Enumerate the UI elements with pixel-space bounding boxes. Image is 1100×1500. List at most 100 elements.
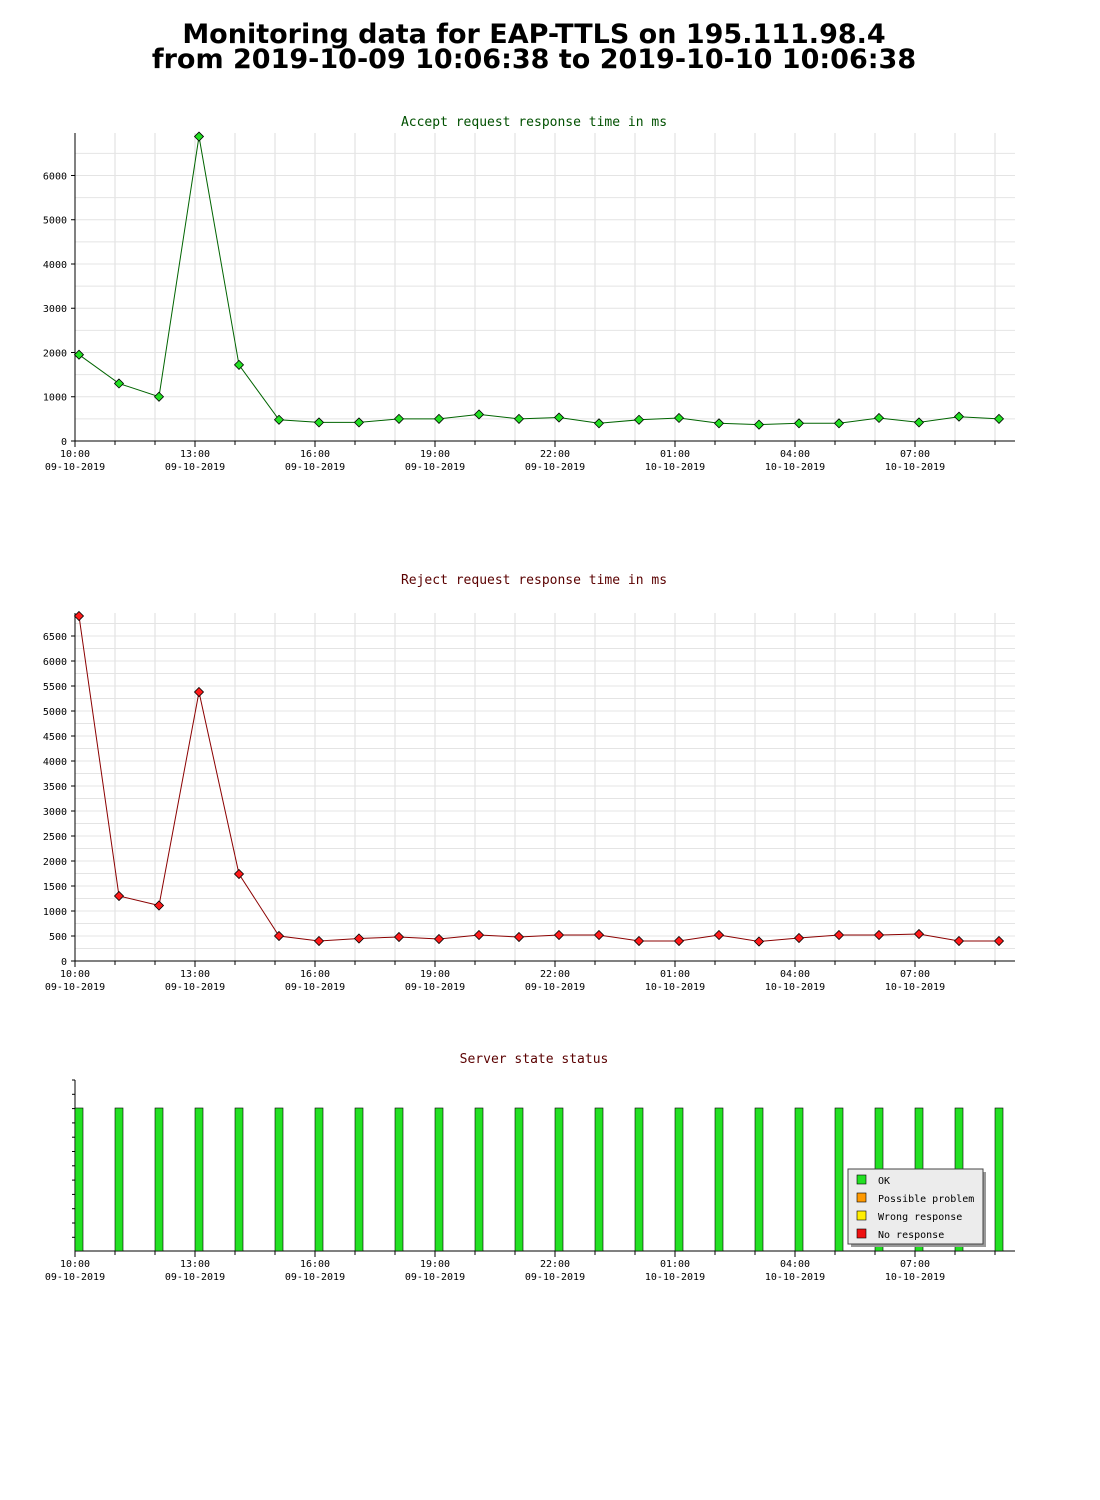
y-tick-label: 3000 — [43, 304, 67, 315]
x-tick-label-time: 19:00 — [420, 449, 450, 460]
page-title-line-2: from 2019-10-09 10:06:38 to 2019-10-10 1… — [151, 44, 917, 75]
data-point — [473, 929, 485, 941]
x-tick-label-time: 22:00 — [540, 1259, 570, 1270]
x-tick-label-date: 10-10-2019 — [645, 462, 705, 473]
x-tick-label-date: 09-10-2019 — [525, 982, 585, 993]
x-tick-label-time: 19:00 — [420, 1259, 450, 1270]
y-tick-label: 0 — [61, 437, 67, 448]
data-point — [873, 929, 885, 941]
y-tick-label: 5000 — [43, 707, 67, 718]
data-point — [993, 935, 1005, 947]
x-tick-label-time: 16:00 — [300, 1259, 330, 1270]
data-point — [73, 349, 85, 360]
legend: OK Possible problem Wrong response No respo… — [847, 1168, 986, 1247]
series-line — [78, 136, 1000, 426]
data-point — [393, 931, 405, 943]
data-point — [553, 929, 565, 941]
x-tick-label-time: 16:00 — [300, 449, 330, 460]
data-point — [913, 417, 925, 428]
status-bar — [474, 1107, 484, 1252]
data-point — [273, 414, 285, 425]
legend-box — [847, 1168, 984, 1245]
data-point — [153, 391, 165, 402]
data-point — [393, 413, 405, 424]
x-tick-label-time: 13:00 — [180, 969, 210, 980]
data-point — [833, 929, 845, 941]
y-tick-label: 4000 — [43, 757, 67, 768]
y-tick-label: 1000 — [43, 907, 67, 918]
legend-label: Wrong response — [878, 1212, 962, 1223]
x-tick-label-time: 04:00 — [780, 969, 810, 980]
x-tick-label-date: 10-10-2019 — [885, 1272, 945, 1283]
data-point — [593, 418, 605, 429]
data-point — [793, 418, 805, 429]
status-bar — [154, 1107, 164, 1252]
status-bar — [434, 1107, 444, 1252]
x-tick-label-time: 16:00 — [300, 969, 330, 980]
x-tick-label-date: 09-10-2019 — [525, 462, 585, 473]
data-point — [113, 378, 125, 389]
legend-label: Possible problem — [878, 1194, 974, 1205]
data-point — [873, 412, 885, 424]
x-tick-label-date: 09-10-2019 — [405, 1272, 465, 1283]
status-bar — [314, 1107, 324, 1252]
data-point — [793, 932, 805, 944]
y-tick-label: 1000 — [43, 393, 67, 404]
y-tick-label: 4500 — [43, 732, 67, 743]
data-point — [313, 935, 325, 947]
status-bar — [234, 1107, 244, 1252]
legend-swatch — [856, 1228, 867, 1239]
page-title-line-1: Monitoring data for EAP-TTLS on 195.111.… — [182, 19, 886, 50]
page-title: Monitoring data for EAP-TTLS on 195.111.… — [0, 19, 1068, 75]
x-tick-label-date: 10-10-2019 — [765, 462, 825, 473]
x-tick-label-time: 19:00 — [420, 969, 450, 980]
data-point — [513, 931, 525, 943]
status-bar — [554, 1107, 564, 1252]
status-bar — [274, 1107, 284, 1252]
legend-label: No response — [878, 1230, 944, 1241]
y-tick-label: 6000 — [43, 171, 67, 182]
data-point — [353, 933, 365, 944]
x-tick-label-date: 09-10-2019 — [45, 982, 105, 993]
x-tick-label-date: 09-10-2019 — [165, 982, 225, 993]
y-tick-label: 0 — [61, 957, 67, 968]
x-tick-label-date: 09-10-2019 — [45, 462, 105, 473]
x-tick-label-time: 07:00 — [900, 1259, 930, 1270]
y-tick-label: 5500 — [43, 682, 67, 693]
x-tick-label-date: 09-10-2019 — [285, 982, 345, 993]
data-point — [513, 413, 525, 424]
y-tick-label: 6500 — [43, 632, 67, 643]
x-tick-label-date: 10-10-2019 — [765, 1272, 825, 1283]
x-tick-label-date: 09-10-2019 — [165, 1272, 225, 1283]
x-tick-label-date: 09-10-2019 — [285, 1272, 345, 1283]
x-tick-label-date: 10-10-2019 — [645, 982, 705, 993]
x-tick-label-time: 13:00 — [180, 1259, 210, 1270]
data-point — [753, 936, 765, 947]
y-tick-label: 3500 — [43, 782, 67, 793]
y-tick-label: 6000 — [43, 657, 67, 668]
x-tick-label-time: 01:00 — [660, 1259, 690, 1270]
data-point — [553, 412, 565, 423]
data-point — [233, 868, 245, 880]
x-tick-label-date: 09-10-2019 — [285, 462, 345, 473]
y-tick-label: 4000 — [43, 260, 67, 271]
legend-swatch — [856, 1174, 867, 1185]
y-tick-label: 3000 — [43, 807, 67, 818]
data-point — [753, 419, 765, 430]
x-tick-label-date: 10-10-2019 — [885, 982, 945, 993]
x-tick-label-time: 04:00 — [780, 1259, 810, 1270]
x-tick-label-date: 09-10-2019 — [405, 462, 465, 473]
data-point — [313, 417, 325, 428]
status-bar — [674, 1107, 684, 1252]
x-tick-label-time: 07:00 — [900, 969, 930, 980]
status-bar — [74, 1107, 84, 1252]
x-tick-label-time: 01:00 — [660, 969, 690, 980]
status-bar — [754, 1107, 764, 1252]
legend-label: OK — [878, 1176, 890, 1187]
y-tick-label: 500 — [49, 932, 67, 943]
legend-swatch — [856, 1192, 867, 1203]
data-point — [73, 610, 85, 622]
status-bar — [834, 1107, 844, 1252]
chart-title: Server state status — [460, 1052, 609, 1067]
